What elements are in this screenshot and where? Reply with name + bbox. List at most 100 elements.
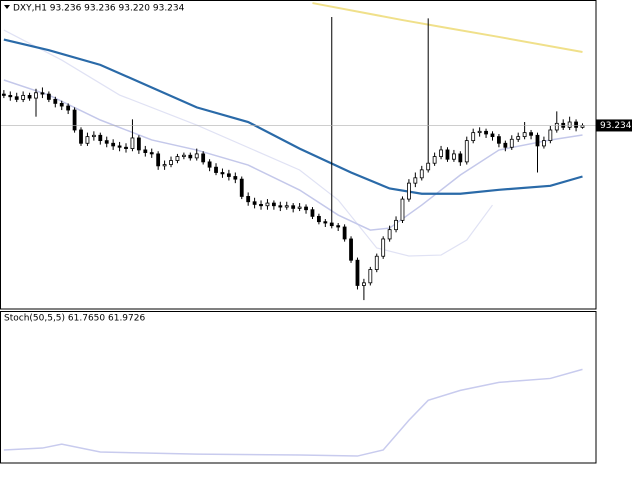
candle-body	[117, 145, 122, 148]
candle-body	[124, 146, 128, 149]
candle-body	[464, 140, 469, 163]
candle-body	[162, 164, 167, 167]
candle-body	[201, 153, 206, 163]
candle-body	[509, 138, 514, 148]
candle-body	[85, 136, 90, 144]
candle-body	[400, 198, 405, 221]
candle-body	[233, 176, 238, 180]
candle-body	[40, 92, 45, 95]
candle-body	[169, 160, 173, 165]
candle-body	[297, 206, 302, 209]
candle-body	[445, 149, 450, 160]
labels-layer: 93.234	[596, 119, 632, 132]
indicator-line	[3, 38, 583, 195]
candle-body	[419, 169, 424, 179]
candle-body	[226, 173, 231, 177]
candle-body	[111, 142, 116, 147]
candle-body	[284, 205, 289, 208]
candle-body	[407, 182, 411, 200]
candle-body	[329, 222, 334, 227]
candle-body	[542, 140, 546, 147]
candle-body	[239, 178, 244, 197]
candle-body	[439, 149, 443, 157]
candle-body	[452, 153, 456, 160]
candle-body	[220, 172, 225, 175]
main-plot	[0, 2, 596, 301]
candle-body	[91, 134, 96, 138]
candle-body	[548, 129, 553, 142]
candle-body	[66, 105, 71, 111]
candle-body	[175, 156, 180, 161]
candle-body	[458, 153, 463, 163]
candle-body	[484, 130, 488, 135]
candle-body	[21, 95, 26, 100]
stoch-frame	[0, 311, 597, 464]
candle-body	[349, 238, 353, 261]
candle-body	[336, 225, 341, 228]
indicator-line	[3, 79, 583, 231]
candle-body	[323, 221, 328, 224]
candle-body	[497, 136, 501, 144]
candle-body	[130, 137, 135, 149]
candle-body	[304, 206, 308, 211]
candle-body	[143, 149, 148, 153]
candle-body	[310, 209, 315, 217]
current-price-box	[596, 119, 632, 132]
candle-body	[278, 205, 283, 208]
candle-body	[265, 202, 270, 207]
candle-body	[574, 121, 578, 128]
stoch-plot	[3, 368, 583, 457]
candle-body	[477, 130, 482, 134]
candle-body	[104, 140, 109, 144]
candle-body	[368, 269, 373, 284]
candle-body	[374, 255, 379, 270]
candle-body	[72, 109, 77, 131]
candle-body	[271, 202, 276, 207]
candle-body	[207, 161, 212, 168]
candle-body	[181, 154, 186, 157]
candle-body	[535, 134, 540, 147]
candle-body	[156, 153, 161, 167]
candle-body	[342, 226, 347, 240]
candle-body	[355, 259, 360, 286]
candle-body	[188, 154, 193, 159]
candle-body	[432, 156, 437, 164]
candle-body	[149, 152, 154, 155]
collapse-icon[interactable]	[4, 5, 10, 9]
candle-body	[246, 196, 251, 203]
candle-body	[316, 215, 321, 223]
candle-body	[8, 95, 13, 98]
candle-body	[259, 204, 263, 207]
candle-body	[98, 134, 103, 142]
candle-body	[394, 219, 398, 231]
candle-body	[14, 96, 19, 100]
candle-body	[214, 166, 218, 173]
candle-body	[413, 177, 418, 184]
stoch-line	[3, 368, 583, 457]
indicator-line	[3, 29, 493, 257]
candle-body	[194, 153, 199, 159]
candle-body	[252, 201, 257, 205]
candle-body	[471, 132, 476, 142]
candle-body	[387, 229, 392, 240]
candle-body	[362, 282, 366, 286]
indicator-title: Stoch(50,5,5) 61.7650 61.9726	[4, 314, 145, 324]
candle-body	[381, 238, 386, 257]
current-price-label: 93.234	[600, 121, 632, 131]
candle-body	[503, 142, 508, 148]
candle-body	[490, 133, 495, 138]
candle-body	[79, 129, 83, 144]
candle-body	[59, 102, 64, 107]
candle-body	[522, 132, 527, 138]
candle-body	[567, 121, 572, 128]
candle-body	[554, 122, 559, 131]
main-frame	[0, 0, 597, 310]
chart-title: DXY,H1 93.236 93.236 93.220 93.234	[13, 4, 185, 14]
candle-body	[136, 137, 141, 151]
candle-body	[529, 132, 533, 136]
candle-body	[291, 205, 296, 209]
candle-body	[426, 162, 431, 171]
candle-body	[34, 92, 38, 99]
